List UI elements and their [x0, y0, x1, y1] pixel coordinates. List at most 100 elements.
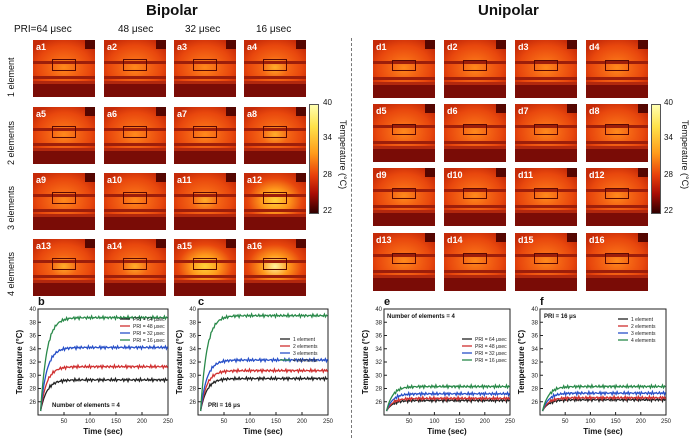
- bipolar-colorbar: [309, 104, 319, 214]
- tile-label: a5: [36, 109, 47, 119]
- unipolar-colorbar-tick: 22: [664, 206, 673, 215]
- bipolar-colorbar-tick: 22: [323, 206, 332, 215]
- tile-label: a13: [36, 241, 52, 251]
- thermal-image-a2: a2: [104, 40, 166, 97]
- series-line: [199, 356, 329, 412]
- y-tick-label: 28: [375, 387, 382, 393]
- legend-entry: PRI = 32 μsec: [475, 351, 507, 357]
- y-tick-label: 38: [375, 320, 382, 326]
- x-tick-label: 200: [480, 419, 491, 425]
- chart-annotation: Number of elements = 4: [387, 314, 456, 320]
- thermal-image-a16: a16: [244, 239, 306, 296]
- unipolar-title: Unipolar: [478, 2, 539, 19]
- x-axis-label: Time (sec): [83, 427, 123, 436]
- bipolar-colorbar-tick: 40: [323, 98, 332, 107]
- x-tick-label: 250: [661, 419, 672, 425]
- thermal-image-a15: a15: [174, 239, 236, 296]
- series-line: [385, 394, 511, 412]
- series-line: [39, 376, 168, 412]
- legend-entry: PRI = 48 μsec: [475, 344, 507, 350]
- thermal-image-a14: a14: [104, 239, 166, 296]
- tile-label: a12: [247, 175, 263, 185]
- tile-label: d4: [589, 42, 600, 52]
- legend-entry: 3 elements: [293, 351, 318, 357]
- tile-label: d12: [589, 170, 605, 180]
- legend-entry: 2 elements: [293, 344, 318, 350]
- x-tick-label: 100: [245, 419, 256, 425]
- thermal-image-a6: a6: [104, 107, 166, 164]
- x-tick-label: 250: [505, 419, 516, 425]
- column-header-pri-64: PRI=64 μsec: [14, 24, 72, 35]
- legend-entry: 3 elements: [631, 331, 656, 337]
- tile-label: d5: [376, 106, 387, 116]
- y-tick-label: 30: [531, 373, 538, 379]
- thermal-image-a9: a9: [33, 173, 95, 230]
- tile-label: a7: [177, 109, 188, 119]
- series-line: [199, 312, 328, 412]
- legend-entry: PRI = 16 μsec: [475, 358, 507, 364]
- column-header-pri-32: 32 μsec: [185, 24, 221, 35]
- thermal-image-d5: d5: [373, 104, 435, 162]
- y-tick-label: 26: [189, 400, 196, 406]
- unipolar-colorbar-tick: 40: [664, 98, 673, 107]
- thermal-image-a3: a3: [174, 40, 236, 97]
- x-tick-label: 200: [636, 419, 647, 425]
- tile-label: a16: [247, 241, 263, 251]
- y-axis-label: Temperature (°C): [175, 329, 184, 394]
- y-tick-label: 36: [375, 334, 382, 340]
- x-tick-label: 150: [611, 419, 622, 425]
- panel-letter-e: e: [384, 296, 391, 308]
- tile-label: a8: [247, 109, 258, 119]
- section-divider: [351, 38, 352, 438]
- thermal-image-a13: a13: [33, 239, 95, 296]
- y-tick-label: 32: [189, 360, 196, 366]
- x-tick-label: 150: [111, 419, 122, 425]
- series-line: [199, 375, 328, 412]
- legend-entry: PRI = 32 μsec: [133, 331, 165, 337]
- legend-entry: 4 elements: [293, 358, 318, 364]
- thermal-image-d2: d2: [444, 40, 506, 98]
- unipolar-colorbar: [651, 104, 661, 214]
- thermal-image-d6: d6: [444, 104, 506, 162]
- y-tick-label: 26: [531, 400, 538, 406]
- chart-annotation: PRI = 16 μs: [544, 314, 577, 320]
- series-line: [541, 389, 667, 412]
- series-line: [39, 314, 168, 412]
- y-tick-label: 30: [375, 373, 382, 379]
- thermal-image-d16: d16: [586, 233, 648, 291]
- tile-label: d9: [376, 170, 387, 180]
- legend-entry: PRI = 48 μsec: [133, 324, 165, 330]
- y-axis-label: Temperature (°C): [361, 329, 370, 394]
- x-axis-label: Time (sec): [427, 427, 467, 436]
- y-tick-label: 32: [531, 360, 538, 366]
- thermal-image-d14: d14: [444, 233, 506, 291]
- legend-entry: PRI = 64 μsec: [475, 337, 507, 343]
- thermal-image-d10: d10: [444, 168, 506, 226]
- series-line: [39, 363, 169, 412]
- panel-letter-c: c: [198, 296, 205, 308]
- y-tick-label: 36: [29, 334, 36, 340]
- panel-letter-f: f: [540, 296, 544, 308]
- y-tick-label: 34: [189, 347, 196, 353]
- thermal-image-d7: d7: [515, 104, 577, 162]
- y-tick-label: 28: [29, 387, 36, 393]
- x-tick-label: 150: [455, 419, 466, 425]
- thermal-image-d1: d1: [373, 40, 435, 98]
- legend-entry: PRI = 64 μsec: [133, 317, 165, 323]
- series-line: [385, 390, 511, 412]
- tile-label: a9: [36, 175, 47, 185]
- x-tick-label: 100: [585, 419, 596, 425]
- tile-label: a3: [177, 42, 188, 52]
- x-axis-label: Time (sec): [583, 427, 623, 436]
- tile-label: d8: [589, 106, 600, 116]
- tile-label: a10: [107, 175, 123, 185]
- thermal-image-a11: a11: [174, 173, 236, 230]
- x-tick-label: 200: [297, 419, 308, 425]
- y-tick-label: 36: [531, 334, 538, 340]
- y-tick-label: 30: [29, 373, 36, 379]
- unipolar-colorbar-tick: 34: [664, 133, 673, 142]
- x-axis-label: Time (sec): [243, 427, 283, 436]
- x-tick-label: 50: [221, 419, 228, 425]
- x-tick-label: 100: [429, 419, 440, 425]
